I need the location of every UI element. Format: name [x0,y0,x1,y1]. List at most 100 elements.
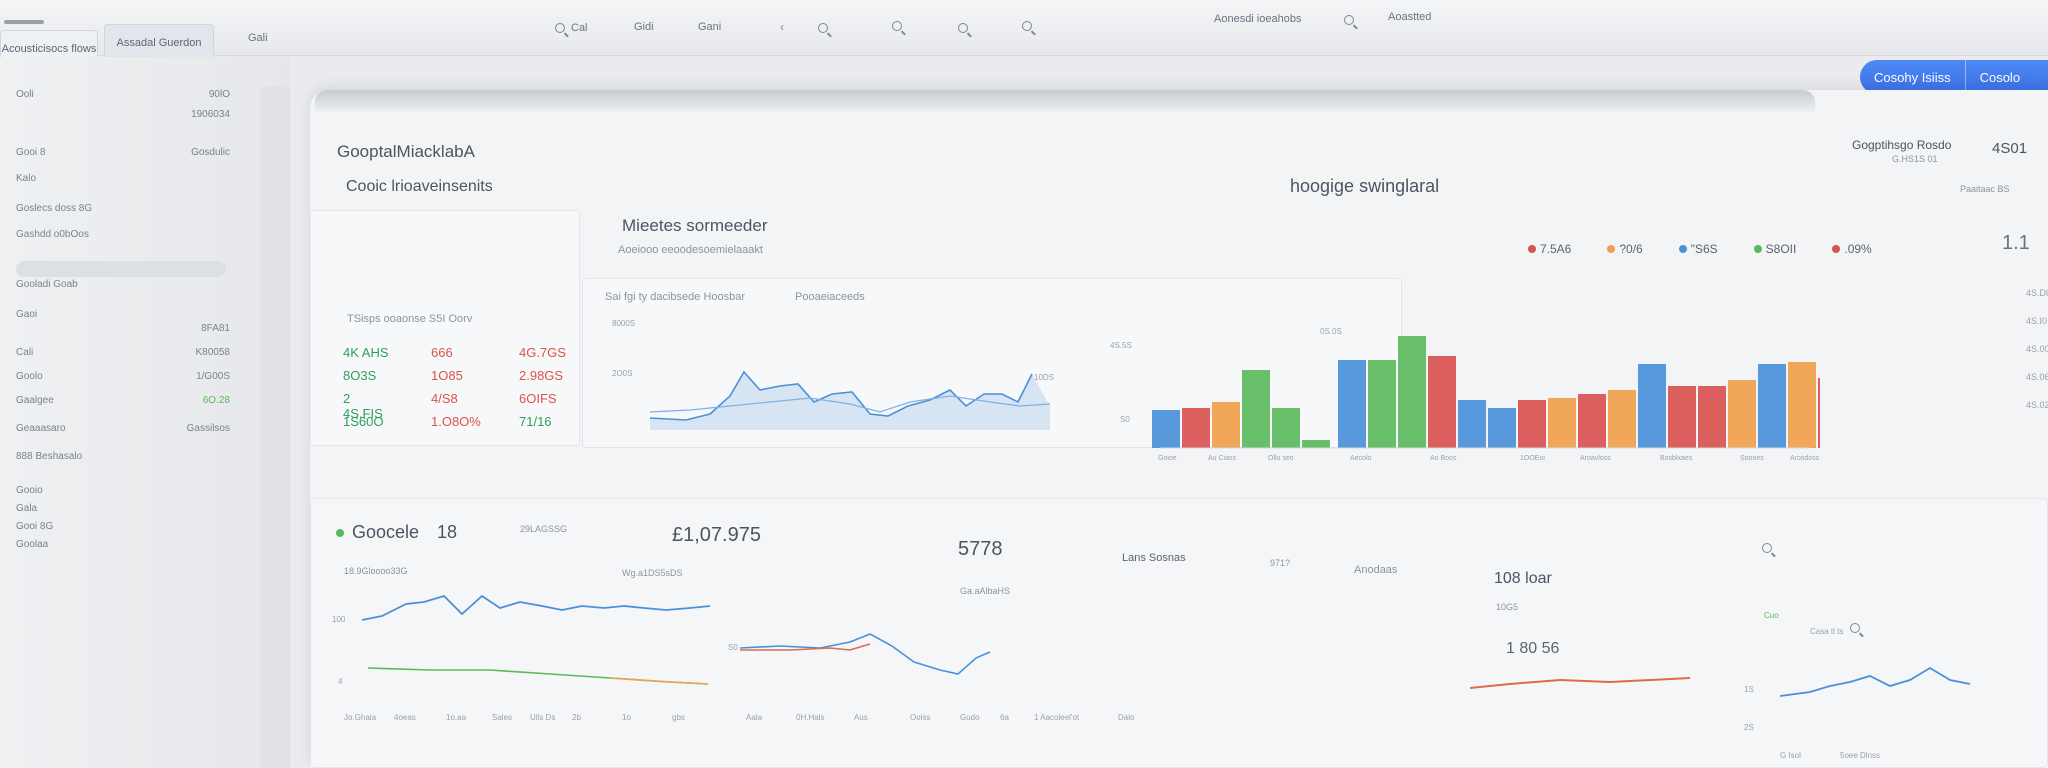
sidebar-scroll-rail[interactable] [260,87,290,768]
legend-item: "S6S [1678,242,1718,256]
table-cell: 4/S8 [431,391,458,406]
trend-caption: Sai fgi ty dacibsede Hoosbar [605,291,746,303]
top-right-link-2[interactable]: Aoastted [1388,11,1432,23]
trend-line-2 [649,395,1051,413]
sidebar-item[interactable]: Goslecs doss 8G [16,203,230,214]
menu-icon[interactable] [4,20,44,24]
sidebar-item[interactable]: Geaaasaro Gassilsos [16,423,230,434]
sidebar-item-label: Goolo [16,371,43,382]
center-title: hoogige swinglaral [1290,176,1440,196]
bar-tick-label: Ao Boos [1430,455,1457,460]
right-col-values: 4S.Dl 4S.I0 4S.00 4S.06 4S.02 [2026,288,2048,428]
sidebar-progress-pill [16,261,226,277]
bar [1548,398,1576,448]
chevron-left-icon[interactable]: ‹ [780,20,784,34]
sidebar-item[interactable]: Gala [16,503,230,514]
panel-header-bar [315,90,1815,112]
sidebar-item[interactable]: Gaoi [16,309,230,320]
kpi3-value: 5778 [958,538,1003,560]
search-icon[interactable] [892,18,902,36]
sidebar-item[interactable]: Goolo 1/G00S [16,371,230,382]
svg-text:G Isol: G Isol [1780,751,1801,760]
search-icon[interactable] [1850,620,1860,638]
bar [1608,390,1636,448]
top-link-1[interactable]: Cal [555,22,588,34]
chart3-line-red [1469,677,1691,689]
axis-tick-label: Gudo [960,713,980,722]
sidebar-item[interactable]: Gaalgee 6O.28 [16,395,230,406]
search-icon[interactable] [1022,18,1032,36]
secondary-cta-button[interactable]: Cosolo [1979,69,2021,85]
bottom-line-blue [361,594,711,621]
bar [1638,364,1666,448]
search-icon[interactable] [958,20,968,38]
bar [1698,386,1726,448]
bar [1302,440,1330,448]
bar [1272,408,1300,448]
sidebar-item-label: Gala [16,503,38,514]
search-icon[interactable] [1762,540,1772,558]
panel-subtitle: Aoeiooo eeoodesoemielaaakt [618,244,763,256]
sidebar-item-label: 888 Beshasalo [16,451,83,462]
bottom-line-orange [609,677,709,685]
sidebar-item-value: K80058 [195,347,230,358]
sidebar-item[interactable]: Gooio [16,485,230,496]
kpi2-value: £1,07.975 [672,524,761,546]
bar [1728,380,1756,448]
divider [1964,60,1966,94]
sidebar-item[interactable]: Goolaa [16,539,230,550]
sidebar-item-value: 6O.28 [202,395,230,406]
sidebar-item[interactable]: Ooli 90lO [16,89,230,100]
kpi1-caption: 18.9Gloooo33G [344,566,408,576]
table-row: 1S60O 1.O8O% 71/16 [343,414,569,437]
axis-label: 2O0S [612,369,632,378]
area-fill [650,372,1050,430]
bar [1152,410,1180,448]
green-dot-icon [336,528,344,537]
svg-text:2S: 2S [1744,723,1754,732]
svg-text:1S: 1S [1744,685,1754,694]
search-icon[interactable] [818,20,828,38]
bar [1242,370,1270,448]
top-right-link[interactable]: Aonesdi ioeahobs [1214,13,1302,25]
charts-svg: 8000S 2O0S 10DS [612,319,1054,430]
sidebar-item[interactable]: Gooladi Goab [16,279,230,290]
sidebar-item-label: Gaoi [16,309,38,320]
bar [1488,408,1516,448]
sidebar-item[interactable]: Gooi 8G [16,521,230,532]
bar [1428,356,1456,448]
legend-dot-icon [1678,245,1687,253]
sidebar-item[interactable]: 888 Beshasalo [16,451,230,462]
svg-text:4S.5S: 4S.5S [1110,341,1132,350]
sidebar-item[interactable]: 1906034 [16,109,230,120]
sidebar-item[interactable]: Gooi 8 Gosdulic [16,147,230,158]
sidebar-item[interactable]: Cali K80058 [16,347,230,358]
top-link-3[interactable]: Gani [698,21,722,33]
legend-item: ?0/6 [1607,242,1643,256]
panel-title: Mieetes sormeeder [622,216,768,235]
sidebar-item[interactable]: Gashdd o0bOos [16,229,230,240]
sidebar-item-value: 90lO [208,89,230,100]
axis-tick-label: 0H.Hals [796,713,824,722]
sidebar-item-value: Gassilsos [186,423,230,434]
tab-gali[interactable]: Gali [248,32,268,44]
bar-tick-label: Spooes [1740,455,1764,460]
right-col-value: 4S.Dl [2026,288,2048,298]
bar [1668,386,1696,448]
sidebar-item[interactable]: Kalo [16,173,230,184]
sidebar-item-value: 1/G00S [196,371,230,382]
search-icon[interactable] [1344,12,1354,30]
top-link-2[interactable]: Gidi [634,21,654,33]
sidebar-item-label: Gashdd o0bOos [16,229,89,240]
legend-dot-icon [1528,245,1536,253]
sidebar-item[interactable]: 8FA81 [16,323,230,334]
chart4-line [1779,666,1971,697]
search-icon [555,23,565,33]
sidebar-item-label: Gooio [16,485,43,496]
right-col-value: 4S.06 [2026,372,2048,382]
axis-tick-label: 6a [1000,713,1009,722]
primary-cta-button[interactable]: Cosohy Isiiss [1874,69,1951,85]
table-row: 8O3S 1O85 2.98GS [343,368,569,391]
tab-guerdon[interactable]: Assadal Guerdon [104,24,214,60]
right-col-value: 4S.02 [2026,400,2048,410]
